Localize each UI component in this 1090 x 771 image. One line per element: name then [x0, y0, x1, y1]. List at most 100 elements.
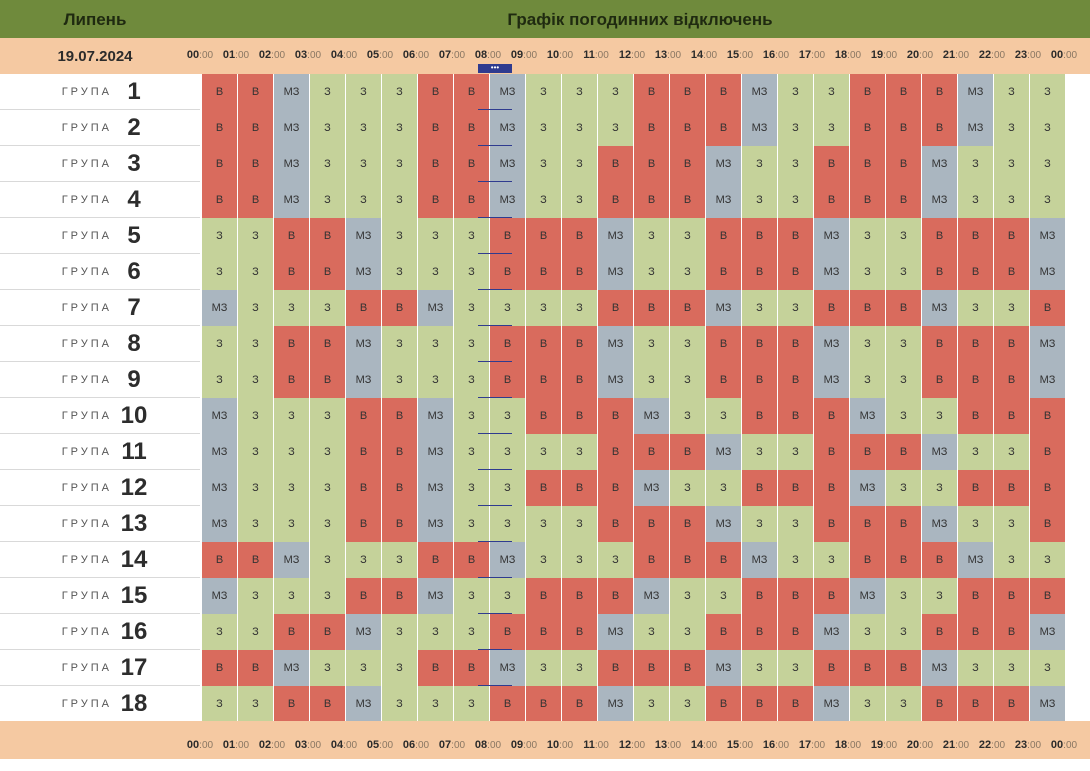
hour-cell[interactable]: З — [453, 290, 489, 326]
hour-cell[interactable]: З — [561, 110, 597, 146]
hour-cell[interactable]: В — [777, 614, 813, 650]
hour-cell[interactable]: З — [381, 110, 417, 146]
hour-cell[interactable]: З — [525, 542, 561, 578]
hour-cell[interactable]: МЗ — [633, 470, 669, 506]
hour-cell[interactable]: МЗ — [201, 506, 237, 542]
hour-cell[interactable]: З — [417, 362, 453, 398]
hour-cell[interactable]: В — [273, 218, 309, 254]
hour-cell[interactable]: З — [237, 218, 273, 254]
hour-cell[interactable]: В — [849, 542, 885, 578]
hour-cell[interactable]: В — [597, 650, 633, 686]
hour-cell[interactable]: З — [993, 146, 1029, 182]
hour-cell[interactable]: МЗ — [345, 614, 381, 650]
hour-cell[interactable]: В — [381, 470, 417, 506]
hour-cell[interactable]: В — [525, 218, 561, 254]
hour-cell[interactable]: МЗ — [489, 110, 525, 146]
hour-cell[interactable]: З — [417, 686, 453, 722]
hour-cell[interactable]: З — [813, 542, 849, 578]
hour-cell[interactable]: МЗ — [705, 434, 741, 470]
hour-cell[interactable]: З — [849, 326, 885, 362]
hour-cell[interactable]: З — [309, 650, 345, 686]
hour-cell[interactable]: В — [885, 182, 921, 218]
hour-cell[interactable]: МЗ — [417, 434, 453, 470]
hour-cell[interactable]: В — [561, 254, 597, 290]
hour-cell[interactable]: З — [957, 434, 993, 470]
hour-cell[interactable]: В — [669, 650, 705, 686]
hour-cell[interactable]: МЗ — [741, 110, 777, 146]
hour-cell[interactable]: В — [849, 182, 885, 218]
hour-cell[interactable]: З — [1029, 650, 1065, 686]
hour-cell[interactable]: З — [381, 542, 417, 578]
hour-cell[interactable]: В — [381, 434, 417, 470]
hour-cell[interactable]: З — [777, 650, 813, 686]
hour-cell[interactable]: В — [381, 506, 417, 542]
hour-cell[interactable]: З — [921, 578, 957, 614]
hour-cell[interactable]: В — [669, 434, 705, 470]
hour-cell[interactable]: МЗ — [921, 146, 957, 182]
hour-cell[interactable]: В — [417, 146, 453, 182]
hour-cell[interactable]: В — [309, 362, 345, 398]
hour-cell[interactable]: В — [633, 650, 669, 686]
hour-cell[interactable]: З — [1029, 146, 1065, 182]
hour-cell[interactable]: З — [741, 506, 777, 542]
hour-cell[interactable]: З — [561, 506, 597, 542]
hour-cell[interactable]: В — [597, 434, 633, 470]
hour-cell[interactable]: З — [453, 398, 489, 434]
hour-cell[interactable]: В — [705, 614, 741, 650]
hour-cell[interactable]: З — [525, 146, 561, 182]
hour-cell[interactable]: З — [705, 470, 741, 506]
hour-cell[interactable]: В — [309, 218, 345, 254]
hour-cell[interactable]: З — [597, 110, 633, 146]
hour-cell[interactable]: В — [489, 254, 525, 290]
hour-cell[interactable]: З — [633, 218, 669, 254]
hour-cell[interactable]: В — [345, 398, 381, 434]
hour-cell[interactable]: З — [669, 254, 705, 290]
hour-cell[interactable]: В — [381, 398, 417, 434]
hour-cell[interactable]: В — [273, 326, 309, 362]
hour-cell[interactable]: З — [453, 362, 489, 398]
hour-cell[interactable]: З — [849, 614, 885, 650]
hour-cell[interactable]: МЗ — [633, 578, 669, 614]
hour-cell[interactable]: В — [777, 686, 813, 722]
hour-cell[interactable]: З — [345, 650, 381, 686]
hour-cell[interactable]: В — [993, 398, 1029, 434]
hour-cell[interactable]: З — [777, 542, 813, 578]
hour-cell[interactable]: З — [957, 290, 993, 326]
hour-cell[interactable]: З — [489, 434, 525, 470]
hour-cell[interactable]: В — [561, 614, 597, 650]
hour-cell[interactable]: МЗ — [597, 326, 633, 362]
hour-cell[interactable]: З — [525, 290, 561, 326]
hour-cell[interactable]: В — [705, 542, 741, 578]
hour-cell[interactable]: В — [741, 326, 777, 362]
hour-cell[interactable]: В — [273, 614, 309, 650]
hour-cell[interactable]: З — [273, 398, 309, 434]
hour-cell[interactable]: В — [489, 686, 525, 722]
hour-cell[interactable]: В — [741, 578, 777, 614]
hour-cell[interactable]: В — [921, 542, 957, 578]
hour-cell[interactable]: З — [669, 470, 705, 506]
hour-cell[interactable]: МЗ — [849, 398, 885, 434]
hour-cell[interactable]: З — [633, 326, 669, 362]
hour-cell[interactable]: З — [921, 398, 957, 434]
hour-cell[interactable]: В — [957, 326, 993, 362]
hour-cell[interactable]: З — [597, 74, 633, 110]
hour-cell[interactable]: В — [453, 74, 489, 110]
hour-cell[interactable]: З — [669, 686, 705, 722]
hour-cell[interactable]: З — [921, 470, 957, 506]
hour-cell[interactable]: МЗ — [705, 650, 741, 686]
hour-cell[interactable]: З — [381, 686, 417, 722]
hour-cell[interactable]: МЗ — [957, 542, 993, 578]
hour-cell[interactable]: МЗ — [813, 362, 849, 398]
hour-cell[interactable]: В — [201, 650, 237, 686]
hour-cell[interactable]: З — [309, 434, 345, 470]
hour-cell[interactable]: МЗ — [597, 686, 633, 722]
hour-cell[interactable]: З — [813, 110, 849, 146]
hour-cell[interactable]: В — [633, 434, 669, 470]
hour-cell[interactable]: В — [957, 362, 993, 398]
hour-cell[interactable]: В — [381, 578, 417, 614]
hour-cell[interactable]: В — [885, 110, 921, 146]
hour-cell[interactable]: МЗ — [417, 290, 453, 326]
hour-cell[interactable]: В — [813, 290, 849, 326]
hour-cell[interactable]: В — [633, 74, 669, 110]
hour-cell[interactable]: МЗ — [633, 398, 669, 434]
